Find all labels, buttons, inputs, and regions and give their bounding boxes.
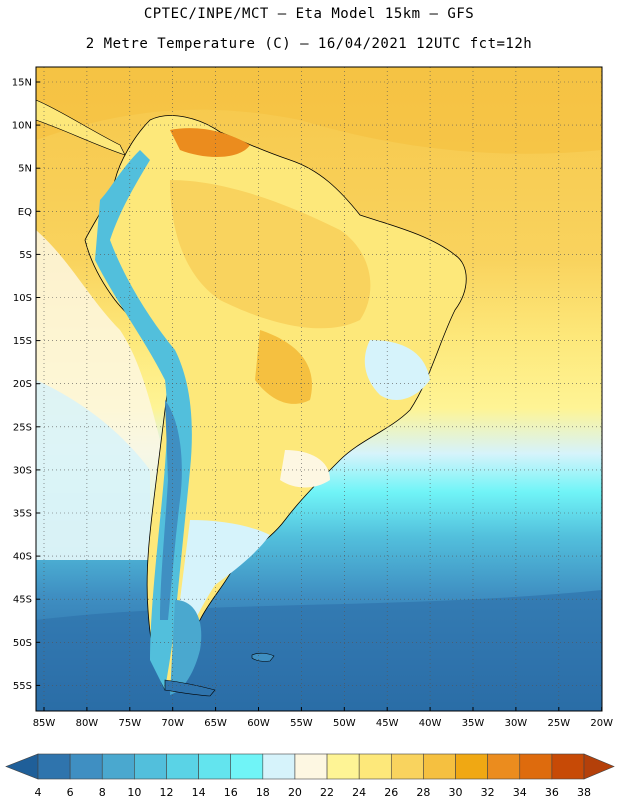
venezuela-hot <box>170 128 250 157</box>
colorbar-arrow-low <box>5 753 39 780</box>
lat-label: 5N <box>18 164 32 175</box>
colorbar-box <box>390 753 424 780</box>
colorbar-label: 12 <box>159 786 173 799</box>
falkland-islands <box>251 652 275 662</box>
colorbar: 4 6 8 10 12 14 16 18 20 22 24 26 28 30 32 34 36 38 <box>5 753 615 799</box>
colorbar-label: 26 <box>384 786 398 799</box>
colorbar-box <box>519 753 553 780</box>
colorbar-box <box>551 753 585 780</box>
title-line-2: 2 Metre Temperature (C) – 16/04/2021 12U… <box>85 36 533 52</box>
lon-label: 50W <box>333 718 356 729</box>
colorbar-label: 24 <box>352 786 366 799</box>
lat-label: 10S <box>13 293 32 304</box>
colorbar-box <box>101 753 135 780</box>
lat-label: 35S <box>13 509 32 520</box>
colorbar-label: 32 <box>481 786 495 799</box>
colorbar-box <box>198 753 232 780</box>
colorbar-label: 6 <box>67 786 74 799</box>
map-gridlines <box>36 67 602 711</box>
colorbar-box <box>487 753 521 780</box>
lon-label: 85W <box>33 718 56 729</box>
lon-label: 80W <box>76 718 99 729</box>
lat-label: 55S <box>13 681 32 692</box>
colorbar-arrow-high <box>583 753 615 780</box>
lat-label: 5S <box>19 250 32 261</box>
lon-label: 25W <box>547 718 570 729</box>
colorbar-box <box>358 753 392 780</box>
lon-label: 40W <box>419 718 442 729</box>
colorbar-label: 16 <box>224 786 238 799</box>
central-america-land <box>36 99 126 156</box>
tierra-del-fuego <box>164 679 216 697</box>
lat-label: 40S <box>13 552 32 563</box>
lon-label: 70W <box>161 718 184 729</box>
colorbar-label: 36 <box>545 786 559 799</box>
colorbar-label: 14 <box>192 786 206 799</box>
lat-label: EQ <box>18 207 32 218</box>
warm-caribbean <box>36 67 602 154</box>
colorbar-box <box>423 753 456 780</box>
uruguay-mild <box>280 450 330 488</box>
lon-label: 60W <box>247 718 270 729</box>
colorbar-box <box>262 753 296 780</box>
colorbar-label: 10 <box>127 786 141 799</box>
colorbar-label: 8 <box>99 786 106 799</box>
lon-label: 55W <box>290 718 313 729</box>
lat-label: 10N <box>12 121 32 132</box>
patagonia-cold <box>170 600 202 695</box>
colorbar-box <box>37 753 71 780</box>
latitude-labels: 15N 10N 5N EQ 5S 10S 15S 20S 25S 30S 35S 40S 45S 50S 5… <box>12 78 40 692</box>
map-frame <box>35 66 603 712</box>
colorbar-label: 20 <box>288 786 302 799</box>
colorbar-label: 22 <box>320 786 334 799</box>
lon-label: 65W <box>204 718 227 729</box>
colorbar-box <box>69 753 103 780</box>
colorbar-box <box>326 753 360 780</box>
se-brazil-cool <box>364 340 430 400</box>
colorbar-label: 34 <box>513 786 527 799</box>
patagonia-cool <box>175 520 270 640</box>
lon-label: 20W <box>590 718 613 729</box>
lat-label: 25S <box>13 422 32 433</box>
colorbar-label: 30 <box>449 786 463 799</box>
lat-label: 15S <box>13 336 32 347</box>
colorbar-label: 38 <box>577 786 591 799</box>
colorbar-box <box>166 753 199 780</box>
lat-label: 50S <box>13 638 32 649</box>
lon-label: 75W <box>118 718 141 729</box>
lon-label: 30W <box>505 718 528 729</box>
lon-label: 45W <box>376 718 399 729</box>
colorbar-box <box>294 753 328 780</box>
lat-label: 20S <box>13 379 32 390</box>
lon-label: 35W <box>462 718 485 729</box>
colorbar-box <box>455 753 488 780</box>
colorbar-label: 18 <box>256 786 270 799</box>
lat-label: 45S <box>13 595 32 606</box>
colorbar-label: 28 <box>416 786 430 799</box>
map-area <box>36 67 602 711</box>
colorbar-box <box>230 753 264 780</box>
title-line-1: CPTEC/INPE/MCT – Eta Model 15km – GFS <box>143 6 475 22</box>
longitude-labels: 85W 80W 75W 70W 65W 60W 55W 50W 45W 40W 35W 30W 25W 2… <box>33 707 613 729</box>
andes-core <box>160 400 182 620</box>
lat-label: 30S <box>13 465 32 476</box>
colorbar-label: 4 <box>35 786 42 799</box>
colorbar-box <box>134 753 167 780</box>
pantanal-warm <box>255 330 312 404</box>
lat-label: 15N <box>12 78 32 89</box>
amazon-warm <box>170 180 371 329</box>
